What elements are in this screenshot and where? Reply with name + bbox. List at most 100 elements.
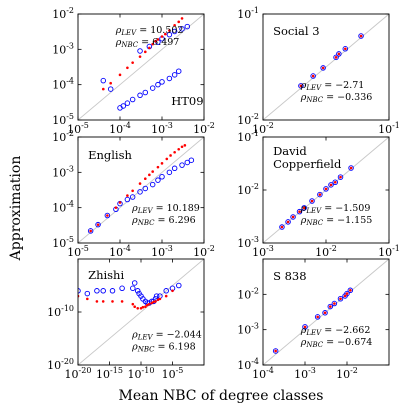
nbc-point [317,191,323,198]
rho-annotation: ρLEV = 10.502 [115,25,184,37]
lev-point [138,55,142,58]
lev-point [138,182,142,185]
x-tick-label: 10-2 [193,244,215,259]
x-tick-label: 10-2 [336,366,358,381]
x-tick-label: 10-10 [128,366,155,381]
nbc-point [298,83,304,89]
nbc-point [328,182,334,188]
nbc-point [336,51,342,57]
y-tick-label: 10-5 [52,112,74,127]
lev-point [183,144,187,147]
x-tick-label: 10-3 [252,244,274,259]
lev-point [160,162,164,165]
panels: 10-5 10-4 10-3 10-2 10-5 10-4 10-3 10-2 HT09 ρLEV… [47,6,400,381]
lev-point [180,17,184,20]
nbc-point [87,228,94,234]
lev-point [328,305,332,308]
nbc-point [166,31,173,38]
panel-name: HT09 [171,94,203,108]
axes-frame [262,13,390,121]
series-lev [89,144,187,233]
panel-name: David [273,144,307,158]
lev-point [343,294,347,298]
lev-point [337,52,341,56]
x-tick-label: 10-4 [109,244,131,259]
y-tick-label: 10-3 [237,235,259,250]
nbc-point [163,288,169,294]
nbc-point [124,100,131,106]
axes-frame [77,13,205,121]
lev-point [339,297,342,301]
nbc-point [120,103,127,109]
y-tick-label: 10-1 [237,6,259,21]
nbc-point [95,221,101,228]
lev-point [280,225,284,229]
nbc-point [94,288,100,294]
lev-point [96,223,100,226]
panel-name: S 838 [273,269,306,283]
nbc-point [179,162,185,168]
lev-point [143,50,147,54]
nbc-point [149,85,156,91]
series-lev [78,289,174,310]
nbc-point [100,77,107,84]
nbc-point [109,288,116,294]
axes-frame [262,258,390,366]
lev-point [151,42,154,46]
y-tick-label: 10-2 [237,112,259,127]
lev-point [148,46,151,50]
rho-annotation: ρLEV = −2.71 [300,80,365,92]
nbc-point [358,33,364,39]
lev-point [111,300,114,303]
panel-name: Zhishi [88,268,124,282]
nbc-point [347,287,354,294]
diagonal-line [263,14,389,120]
nbc-point [129,96,136,103]
nbc-point [171,165,178,172]
lev-point [156,38,160,41]
nbc-point [155,81,161,88]
lev-point [158,297,162,301]
series-nbc [298,33,364,89]
lev-point [101,87,105,91]
nbc-point [279,224,285,230]
lev-point [150,301,154,305]
nbc-point [166,169,173,176]
x-tick-label: 10-2 [193,121,215,136]
x-tick-label: 10-3 [151,121,173,136]
lev-point [316,315,319,319]
x-tick-label: 10-5 [67,244,89,259]
diagonal-line [78,259,204,365]
nbc-point [333,54,339,61]
nbc-point [153,293,160,299]
y-tick-label: 10-10 [47,304,74,319]
lev-point [154,300,157,303]
lev-point [156,165,160,169]
lev-point [114,206,118,209]
lev-point [164,32,167,36]
lev-point [160,35,164,38]
lev-point [303,325,307,329]
lev-point [168,29,171,32]
panel-6: 10-4 10-3 10-2 10-4 10-3 10-2 S 838 ρLEV = −2.6… [237,258,390,381]
nbc-point [137,92,143,99]
y-tick-label: 10-2 [52,129,74,144]
x-tick-label: 10-4 [109,121,131,136]
lev-point [310,199,314,203]
x-tick-label: 10-1 [378,121,400,136]
nbc-point [84,290,91,297]
nbc-point [309,198,315,204]
lev-point [298,210,301,213]
series-nbc [272,287,354,354]
nbc-point [159,79,165,85]
lev-point [95,300,99,303]
panel-2: 10-2 10-1 10-2 10-1 Social 3 ρLEV = −2.71ρNBC… [237,6,400,136]
nbc-point [327,303,334,310]
y-axis-label: Approximation [8,156,24,262]
series-nbc [279,165,354,230]
lev-point [86,297,89,301]
nbc-point [348,165,354,171]
nbc-point [296,208,303,215]
lev-point [177,147,181,151]
